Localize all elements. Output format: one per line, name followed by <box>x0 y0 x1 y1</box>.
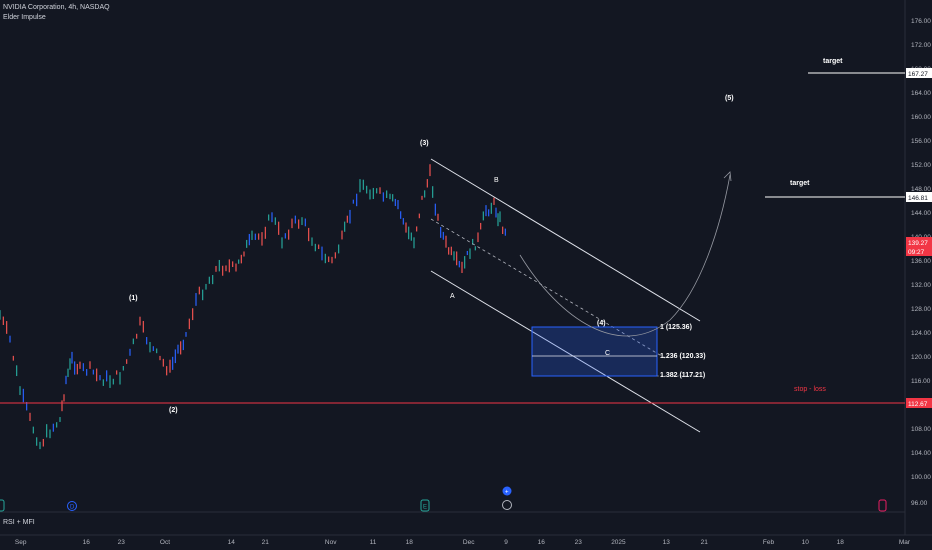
time-tick-label: 23 <box>575 539 583 546</box>
svg-text:D: D <box>70 505 75 511</box>
price-tick-label: 176.00 <box>911 18 931 25</box>
target-label-upper: target <box>823 58 843 65</box>
price-tick-label: 108.00 <box>911 426 931 433</box>
wave-4-label: (4) <box>597 320 606 327</box>
earnings-icon[interactable]: D <box>67 501 77 511</box>
channel-lower-line[interactable] <box>430 270 701 433</box>
time-tick-label: 13 <box>663 539 671 546</box>
candle-countdown-text: 09:27 <box>908 249 925 256</box>
time-tick-label: Nov <box>325 539 337 546</box>
time-tick-label: Sep <box>15 539 27 546</box>
target-upper-price-text: 167.27 <box>908 71 928 78</box>
dividends-icon[interactable] <box>0 499 5 512</box>
time-tick-label: 18 <box>406 539 414 546</box>
wave-1-label: (1) <box>129 295 138 302</box>
price-tick-label: 132.00 <box>911 282 931 289</box>
target-upper-price-tag <box>906 68 932 78</box>
earnings-icon[interactable] <box>878 499 887 512</box>
rsi-mfi-pane-label[interactable]: RSI + MFI <box>3 519 35 526</box>
time-tick-label: Feb <box>763 539 775 546</box>
time-tick-label: 10 <box>802 539 810 546</box>
time-tick-label: 21 <box>262 539 270 546</box>
current-price-tag <box>906 237 932 256</box>
dividends-icon[interactable]: E <box>420 499 430 512</box>
events-icon[interactable]: + <box>502 486 512 510</box>
target-middle-price-text: 146.81 <box>908 195 928 202</box>
price-tick-label: 96.00 <box>911 500 928 507</box>
wave-2-label: (2) <box>169 407 178 414</box>
price-tick-label: 152.00 <box>911 162 931 169</box>
fib-1-label: 1 (125.36) <box>660 324 692 331</box>
price-tick-label: 128.00 <box>911 306 931 313</box>
projected-path-arrow[interactable] <box>519 174 731 337</box>
time-tick-label: Mar <box>899 539 911 546</box>
target-label-middle: target <box>790 180 810 187</box>
wave-c-label: C <box>605 350 610 357</box>
fib-1236-label: 1.236 (120.33) <box>660 353 706 360</box>
time-tick-label: 21 <box>701 539 709 546</box>
symbol-title[interactable]: NVIDIA Corporation, 4h, NASDAQ <box>3 4 110 11</box>
price-tick-label: 100.00 <box>911 474 931 481</box>
time-tick-label: Oct <box>160 539 170 546</box>
price-tick-label: 172.00 <box>911 42 931 49</box>
time-tick-label: 23 <box>118 539 126 546</box>
stop-price-tag <box>906 398 932 408</box>
price-axis[interactable]: 176.00172.00168.00164.00160.00156.00152.… <box>911 18 931 507</box>
price-tick-label: 104.00 <box>911 450 931 457</box>
time-tick-label: 11 <box>370 539 377 546</box>
candlestick-series <box>0 164 506 450</box>
wave-3-label: (3) <box>420 140 429 147</box>
svg-text:E: E <box>423 505 427 511</box>
price-tick-label: 156.00 <box>911 138 931 145</box>
stop-price-text: 112.67 <box>908 401 928 408</box>
time-tick-label: 9 <box>504 539 508 546</box>
current-price-text: 139.27 <box>908 240 928 247</box>
time-tick-label: 18 <box>837 539 845 546</box>
wave-a-label: A <box>450 293 455 300</box>
time-axis[interactable]: Sep 16 23 Oct 14 21 Nov 11 18 Dec 9 16 23 2025 13 21 Feb… <box>15 539 911 546</box>
svg-text:+: + <box>505 490 509 496</box>
price-tick-label: 148.00 <box>911 186 931 193</box>
price-tick-label: 136.00 <box>911 258 931 265</box>
price-tick-label: 120.00 <box>911 354 931 361</box>
price-tick-label: 164.00 <box>911 90 931 97</box>
fib-target-zone[interactable] <box>531 326 658 377</box>
price-tick-label: 160.00 <box>911 114 931 121</box>
time-tick-label: Dec <box>463 539 475 546</box>
wave-5-label: (5) <box>725 95 734 102</box>
channel-upper-line[interactable] <box>430 158 701 322</box>
time-tick-label: 16 <box>83 539 91 546</box>
stop-loss-label: stop - loss <box>794 386 826 393</box>
price-tick-label: 116.00 <box>911 378 931 385</box>
wave-b-label: B <box>494 177 499 184</box>
indicator-label[interactable]: Elder Impulse <box>3 14 46 21</box>
time-tick-label: 2025 <box>611 539 626 546</box>
target-middle-price-tag <box>906 192 932 202</box>
fib-1382-label: 1.382 (117.21) <box>660 372 705 379</box>
time-tick-label: 14 <box>228 539 236 546</box>
price-tick-label: 144.00 <box>911 210 931 217</box>
time-tick-label: 16 <box>538 539 546 546</box>
price-tick-label: 124.00 <box>911 330 931 337</box>
